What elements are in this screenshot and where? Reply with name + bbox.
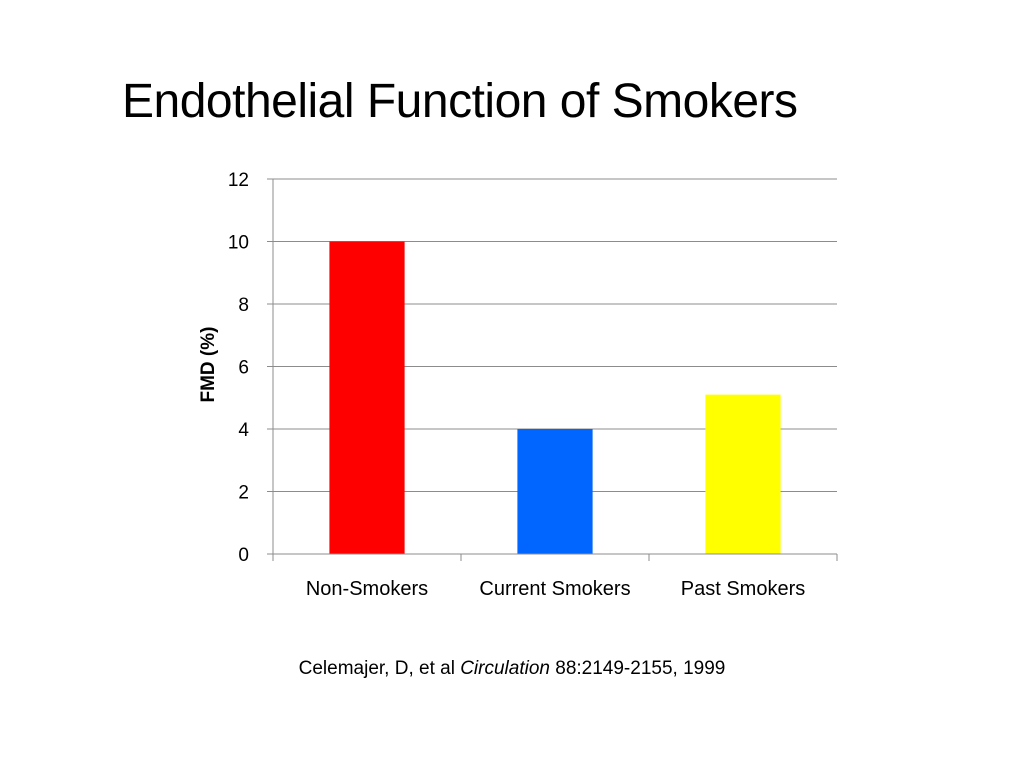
y-tick-label: 4	[238, 420, 249, 441]
x-category-label: Current Smokers	[479, 578, 630, 600]
y-axis-title: FMD (%)	[198, 327, 219, 403]
citation-details: 88:2149-2155, 1999	[555, 658, 726, 679]
slide-title: Endothelial Function of Smokers	[122, 75, 798, 128]
y-tick-label: 12	[228, 170, 249, 191]
bar-current-smokers	[517, 429, 593, 554]
x-category-label: Past Smokers	[681, 578, 805, 600]
y-tick-label: 2	[238, 483, 249, 504]
bars	[329, 241, 781, 554]
x-category-label: Non-Smokers	[306, 578, 428, 600]
bar-non-smokers	[329, 241, 405, 554]
citation-authors: Celemajer, D, et al	[298, 658, 455, 679]
axes	[267, 178, 838, 561]
labels: 0 2 4 6 8 10 12 Non-Smokers Current Smokers Past …	[198, 170, 805, 600]
y-tick-label: 10	[228, 233, 249, 254]
bar-past-smokers	[705, 394, 781, 554]
citation-journal: Circulation	[460, 658, 550, 679]
y-tick-label: 0	[238, 545, 249, 566]
y-tick-label: 8	[238, 295, 249, 316]
y-tick-label: 6	[238, 358, 249, 379]
citation: Celemajer, D, et al Circulation 88:2149-…	[0, 656, 1024, 682]
